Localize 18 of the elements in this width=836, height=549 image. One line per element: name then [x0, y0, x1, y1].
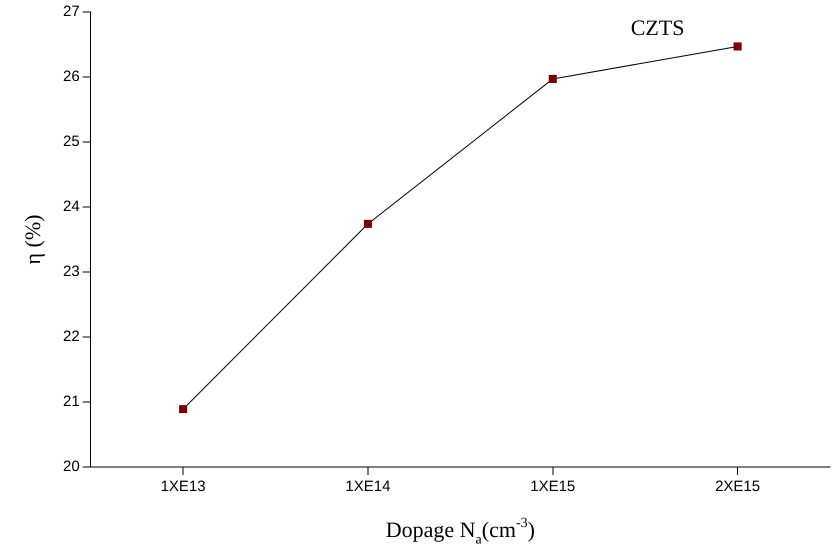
x-tick-label: 1XE14	[345, 478, 390, 496]
point	[548, 74, 557, 83]
point	[364, 220, 372, 228]
series-label: CZTS	[630, 15, 684, 40]
point	[734, 42, 742, 50]
y-tick-label: 21	[62, 393, 80, 410]
y-tick-label: 20	[62, 458, 80, 476]
y-tick-label: 25	[62, 133, 80, 150]
x-tick-label: 1XE13	[160, 478, 206, 496]
y-tick-label: 24	[62, 198, 80, 216]
y-tick-label: 26	[62, 68, 80, 86]
point	[179, 405, 188, 414]
y-tick-label: 23	[62, 263, 80, 280]
y-tick-label: 27	[62, 3, 80, 20]
x-tick-label: 1XE15	[530, 478, 576, 496]
y-tick-label: 22	[62, 328, 80, 346]
x-tick-label: 2XE15	[715, 478, 760, 496]
y-axis-title: η (%)	[20, 214, 45, 264]
